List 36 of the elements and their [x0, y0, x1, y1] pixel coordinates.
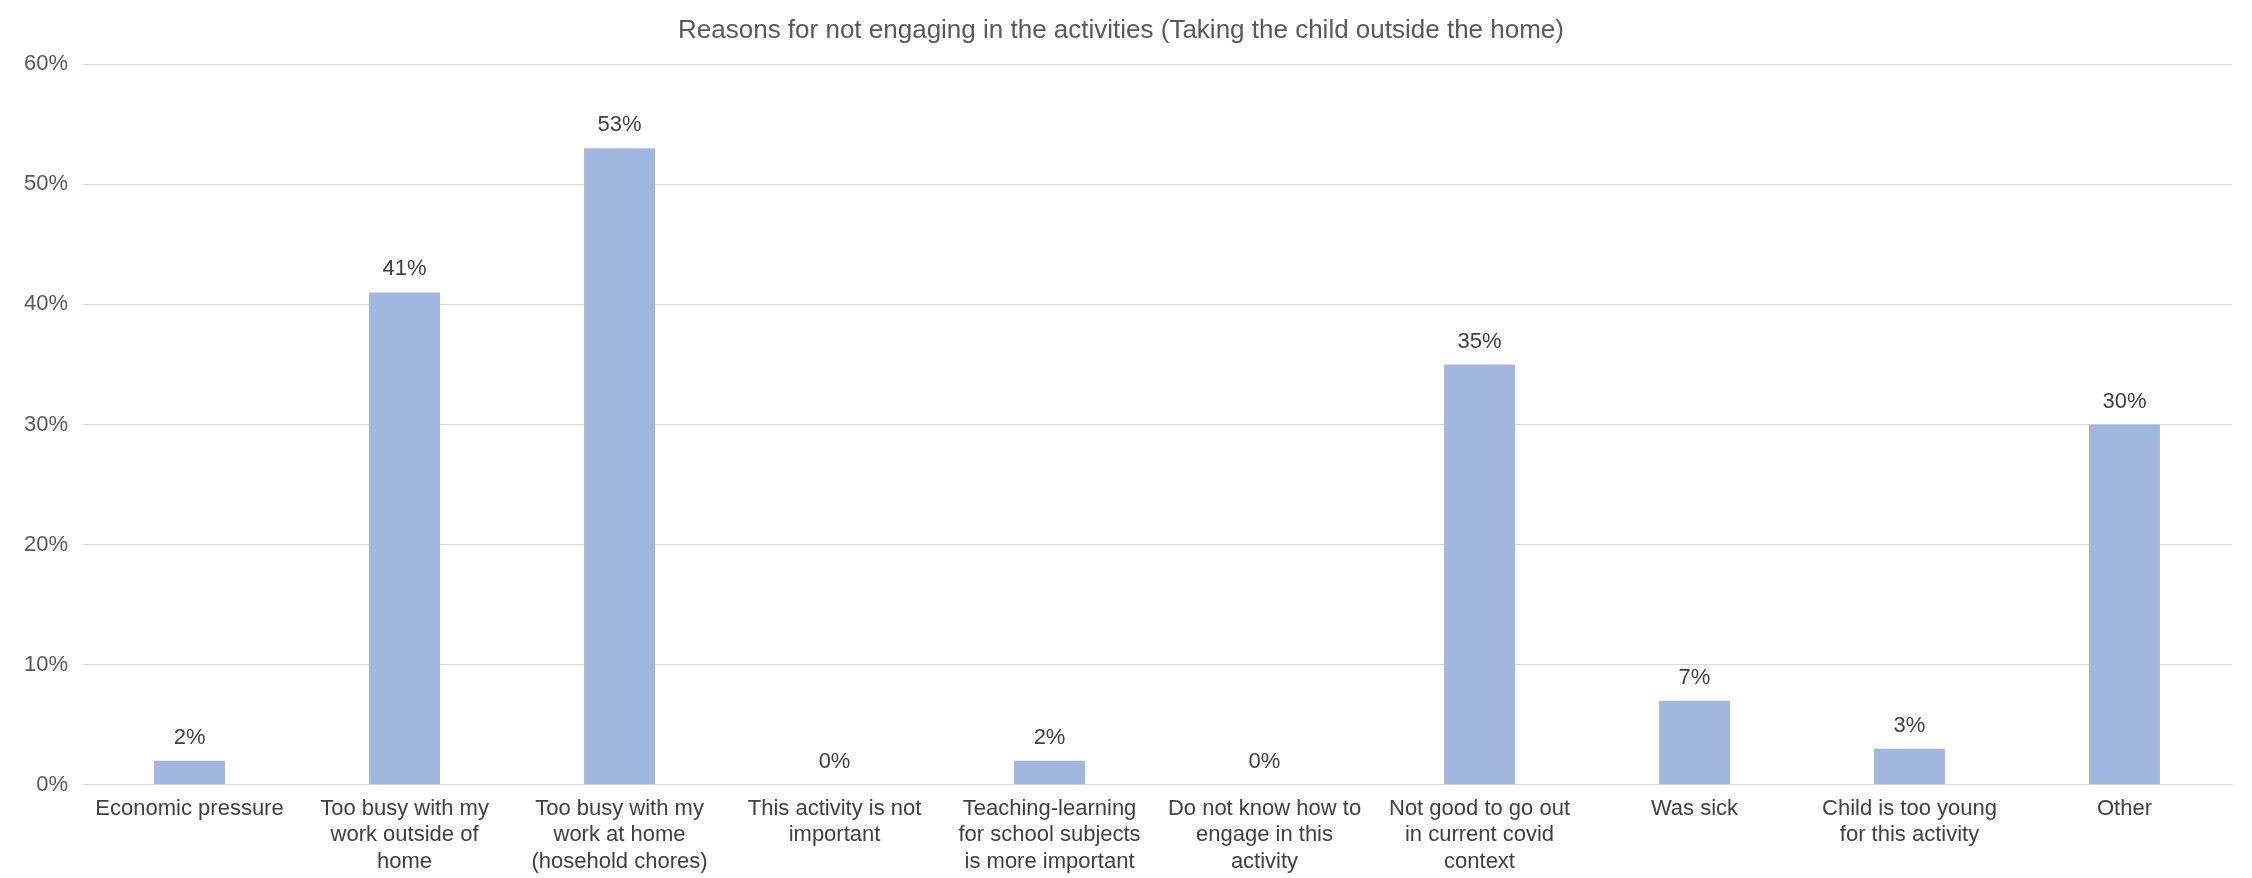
bar — [1874, 748, 1945, 785]
data-label: 30% — [2102, 387, 2147, 413]
y-tick-label: 30% — [23, 410, 69, 436]
x-tick-label: Economic pressure — [95, 795, 284, 821]
bar — [369, 292, 440, 785]
data-label: 7% — [1678, 663, 1711, 689]
y-tick-label: 40% — [23, 290, 69, 316]
y-tick-label: 10% — [23, 650, 69, 676]
bar — [1444, 364, 1515, 785]
x-tick-label: Was sick — [1650, 795, 1740, 821]
x-tick-label: Too busy with my work at home (hosehold chores) — [531, 795, 708, 873]
bar — [584, 148, 655, 785]
y-tick-label: 60% — [23, 50, 69, 76]
data-label: 0% — [1248, 747, 1281, 773]
data-label: 2% — [1033, 723, 1066, 749]
x-tick-label: Teaching-learning for school subjects is more important — [958, 795, 1141, 873]
chart-title: Reasons for not engaging in the activities (Taking the child outside the home) — [678, 13, 1564, 44]
bar — [2089, 424, 2160, 785]
x-tick-label: Too busy with my work outside of home — [320, 795, 489, 873]
y-tick-label: 0% — [36, 770, 69, 796]
y-tick-label: 20% — [23, 530, 69, 556]
bar — [1659, 700, 1730, 785]
x-tick-label: Other — [2096, 795, 2153, 821]
y-tick-label: 50% — [23, 170, 69, 196]
data-label: 2% — [173, 723, 206, 749]
bar — [154, 760, 226, 785]
data-label: 35% — [1457, 327, 1502, 353]
data-label: 41% — [382, 255, 427, 281]
x-tick-label: This activity is not important — [747, 795, 922, 847]
data-label: 0% — [818, 747, 851, 773]
x-tick-label: Child is too young for this activity — [1822, 795, 1997, 847]
x-tick-label: Not good to go out in current covid context — [1389, 795, 1571, 873]
x-tick-label: Do not know how to engage in this activity — [1167, 795, 1362, 873]
data-label: 3% — [1893, 711, 1926, 737]
data-label: 53% — [597, 111, 642, 137]
bar — [1014, 760, 1085, 785]
